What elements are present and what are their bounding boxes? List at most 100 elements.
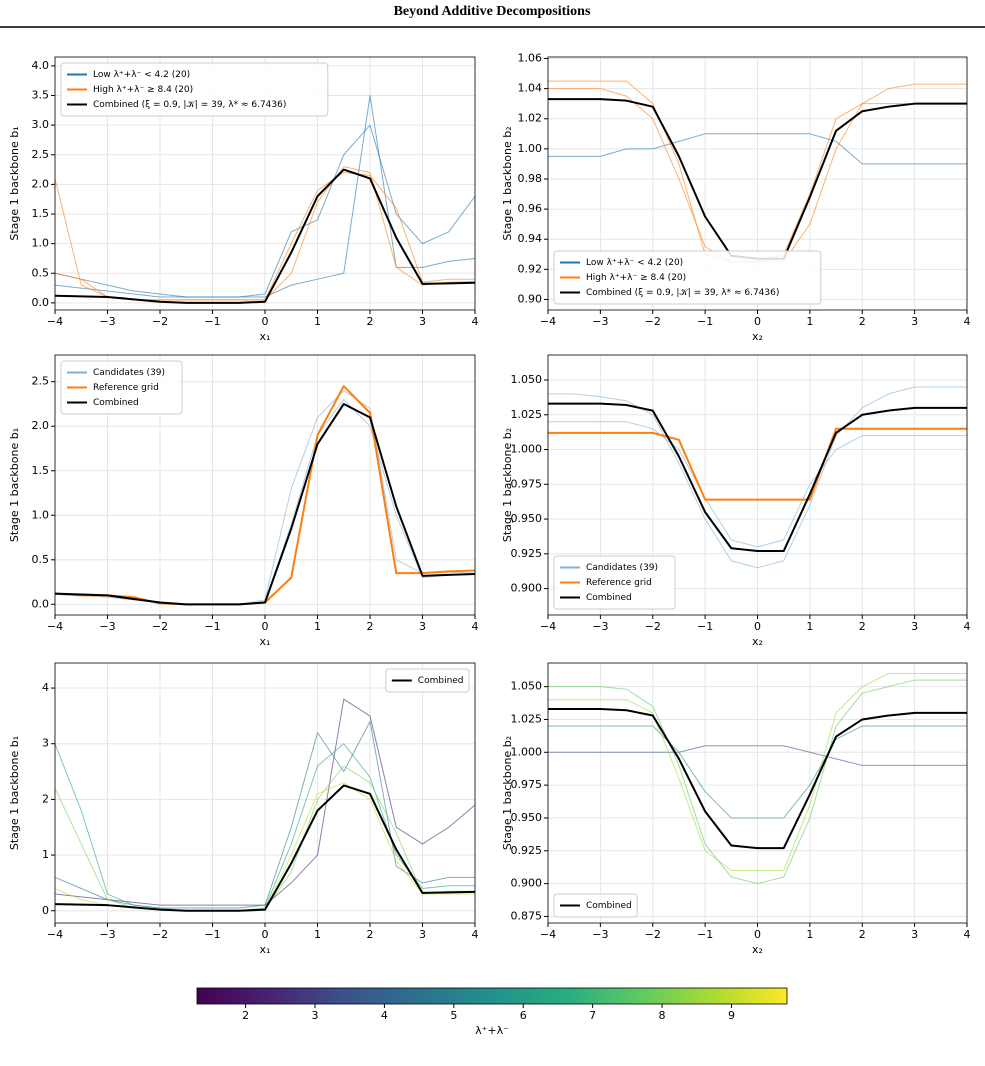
y-tick-label: 1.00 <box>518 142 543 155</box>
y-axis-label: Stage 1 backbone b₂ <box>501 736 514 850</box>
y-axis-label: Stage 1 backbone b₂ <box>501 428 514 542</box>
x-tick-label: −4 <box>47 928 63 941</box>
y-tick-label: 3.0 <box>32 118 50 131</box>
data-line <box>548 133 967 165</box>
y-tick-label: 2 <box>42 792 49 805</box>
x-tick-label: −4 <box>540 620 556 633</box>
x-tick-label: −3 <box>592 315 608 328</box>
series-group <box>548 673 967 885</box>
x-tick-label: −4 <box>47 315 63 328</box>
x-tick-label: −3 <box>592 620 608 633</box>
y-tick-label: 1.5 <box>32 464 50 477</box>
y-axis-label: Stage 1 backbone b₂ <box>501 126 514 240</box>
plot-frame <box>547 56 968 311</box>
y-tick-label: 1.000 <box>511 745 543 758</box>
x-tick-label: 2 <box>367 620 374 633</box>
series-group <box>548 386 967 569</box>
legend-label: Combined (ξ = 0.9, |𝒦| = 39, λ* ≈ 6.7436… <box>586 288 779 298</box>
data-line <box>55 95 475 298</box>
x-tick-label: 2 <box>859 928 866 941</box>
y-tick-label: 1.06 <box>518 52 543 65</box>
x-tick-label: −4 <box>540 928 556 941</box>
y-tick-label: 0.875 <box>511 909 543 922</box>
data-line <box>55 784 475 912</box>
data-line <box>548 725 967 819</box>
x-tick-label: 4 <box>964 928 971 941</box>
x-tick-label: 4 <box>472 620 479 633</box>
x-tick-label: −3 <box>99 928 115 941</box>
colorbar-label: λ⁺+λ⁻ <box>475 1024 509 1037</box>
x-tick-label: −2 <box>645 928 661 941</box>
data-line <box>548 707 967 850</box>
legend-box <box>60 360 183 415</box>
x-tick-label: −1 <box>697 315 713 328</box>
x-tick-label: −1 <box>204 315 220 328</box>
x-tick-label: 1 <box>806 620 813 633</box>
data-line <box>55 402 475 606</box>
x-tick-label: −3 <box>99 315 115 328</box>
x-tick-label: 4 <box>472 315 479 328</box>
y-tick-label: 1.025 <box>511 408 543 421</box>
legend-label: Combined <box>93 398 139 408</box>
x-tick-label: −2 <box>645 620 661 633</box>
y-tick-label: 0.92 <box>518 262 543 275</box>
legend-box <box>553 555 676 610</box>
x-tick-label: −3 <box>592 928 608 941</box>
colorbar-tick-label: 6 <box>520 1009 527 1022</box>
legend-label: Combined (ξ = 0.9, |𝒦| = 39, λ* ≈ 6.7436… <box>93 100 286 110</box>
legend-box <box>385 668 470 693</box>
y-tick-label: 0.0 <box>32 296 50 309</box>
x-tick-label: −1 <box>204 928 220 941</box>
y-tick-label: 0.0 <box>32 597 50 610</box>
y-tick-label: 0.90 <box>518 292 543 305</box>
y-tick-label: 1.050 <box>511 373 543 386</box>
x-tick-label: 3 <box>419 928 426 941</box>
colorbar-tick-label: 2 <box>242 1009 249 1022</box>
colorbar-tick-label: 8 <box>659 1009 666 1022</box>
legend-label: Reference grid <box>586 578 652 588</box>
series-group <box>55 698 475 912</box>
y-tick-label: 0.925 <box>511 844 543 857</box>
y-tick-label: 0.950 <box>511 811 543 824</box>
y-tick-label: 0.900 <box>511 582 543 595</box>
x-axis-label: x₁ <box>260 330 271 343</box>
data-line <box>55 124 475 298</box>
x-tick-label: 0 <box>262 620 269 633</box>
data-line <box>548 427 967 501</box>
series-group <box>55 95 475 304</box>
panel: −4 −3 −2 −1 0 1 2 3 4 0.0 0.5 1.0 1.5 2.0 2.5 x₁ Stage 1… <box>8 354 479 648</box>
legend: Combined <box>553 893 638 918</box>
x-tick-label: 4 <box>964 620 971 633</box>
x-tick-label: 2 <box>859 315 866 328</box>
y-tick-label: 1.0 <box>32 508 50 521</box>
plot-frame <box>54 354 476 616</box>
panel: −4 −3 −2 −1 0 1 2 3 4 0.900 0.925 0.950 0.975 1.000 1.… <box>501 354 971 648</box>
x-tick-label: −4 <box>540 315 556 328</box>
x-axis-label: x₁ <box>260 635 271 648</box>
legend: Combined <box>385 668 470 693</box>
y-axis-label: Stage 1 backbone b₁ <box>8 736 21 850</box>
legend: Candidates (39) Reference grid Combined <box>553 555 676 610</box>
data-line <box>548 679 967 885</box>
x-axis-label: x₂ <box>752 635 763 648</box>
y-tick-label: 2.0 <box>32 419 50 432</box>
x-tick-label: 1 <box>314 928 321 941</box>
legend-label: Candidates (39) <box>586 563 658 573</box>
x-tick-label: −2 <box>152 928 168 941</box>
x-tick-label: 1 <box>314 315 321 328</box>
x-tick-label: −3 <box>99 620 115 633</box>
panel: −4 −3 −2 −1 0 1 2 3 4 0 1 2 3 4 x₁ Stage 1 backbone b₁ C… <box>8 662 479 956</box>
colorbar-tick-label: 3 <box>312 1009 319 1022</box>
x-tick-label: −1 <box>697 928 713 941</box>
legend-label: High λ⁺+λ⁻ ≥ 8.4 (20) <box>93 85 193 95</box>
x-axis-label: x₂ <box>752 330 763 343</box>
y-tick-label: 3.5 <box>32 89 50 102</box>
legend-box <box>553 893 638 918</box>
data-line <box>548 673 967 871</box>
x-tick-label: 2 <box>859 620 866 633</box>
y-tick-label: 0.94 <box>518 232 543 245</box>
x-tick-label: −2 <box>152 315 168 328</box>
y-tick-label: 4 <box>42 681 49 694</box>
series-group <box>55 385 475 606</box>
